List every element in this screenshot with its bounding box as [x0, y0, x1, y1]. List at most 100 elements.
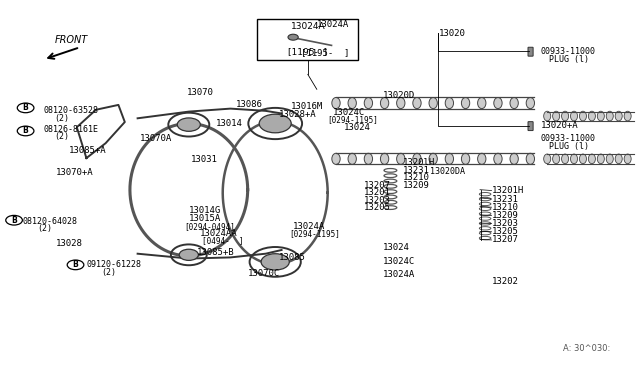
Text: (2): (2) — [101, 268, 116, 277]
Text: 13085+B: 13085+B — [197, 248, 235, 257]
Text: 13020DA: 13020DA — [430, 167, 465, 176]
Ellipse shape — [561, 111, 568, 121]
Ellipse shape — [597, 154, 604, 164]
Text: 13015A: 13015A — [189, 214, 221, 223]
Ellipse shape — [413, 153, 421, 164]
Text: 13024: 13024 — [344, 123, 371, 132]
Text: PLUG (l): PLUG (l) — [549, 142, 589, 151]
Ellipse shape — [588, 111, 595, 121]
Ellipse shape — [413, 97, 421, 109]
Text: 13024AA: 13024AA — [200, 229, 237, 238]
Text: B: B — [12, 216, 17, 225]
Circle shape — [259, 114, 291, 133]
Ellipse shape — [579, 154, 586, 164]
Text: [0294-1195]: [0294-1195] — [289, 229, 340, 238]
Ellipse shape — [461, 153, 470, 164]
Ellipse shape — [579, 111, 586, 121]
Ellipse shape — [544, 154, 550, 164]
Text: 13024C: 13024C — [333, 108, 365, 117]
Text: (2): (2) — [54, 114, 69, 123]
Ellipse shape — [588, 154, 595, 164]
Ellipse shape — [570, 111, 577, 121]
Ellipse shape — [544, 111, 550, 121]
Ellipse shape — [477, 97, 486, 109]
Text: 13070A: 13070A — [140, 134, 172, 143]
Text: [0294-1195]: [0294-1195] — [328, 115, 378, 124]
Ellipse shape — [348, 97, 356, 109]
Text: 13205: 13205 — [364, 203, 390, 212]
Text: 13231: 13231 — [492, 195, 518, 203]
Ellipse shape — [570, 154, 577, 164]
Text: 13070+A: 13070+A — [56, 169, 94, 177]
Text: 13020: 13020 — [438, 29, 465, 38]
Circle shape — [179, 249, 198, 260]
Text: 13086: 13086 — [236, 100, 262, 109]
Text: 13210: 13210 — [492, 203, 518, 212]
Ellipse shape — [364, 97, 372, 109]
Ellipse shape — [615, 154, 622, 164]
Text: 13024C: 13024C — [383, 257, 415, 266]
Ellipse shape — [606, 111, 613, 121]
Text: [0494-  ]: [0494- ] — [202, 237, 243, 246]
Text: 13203: 13203 — [492, 219, 518, 228]
Text: 13014: 13014 — [216, 119, 243, 128]
Text: 00933-11000: 00933-11000 — [541, 47, 596, 56]
Text: B: B — [23, 126, 28, 135]
Ellipse shape — [510, 153, 518, 164]
Text: A: 30^030:: A: 30^030: — [563, 344, 611, 353]
Ellipse shape — [364, 153, 372, 164]
Text: 13085: 13085 — [278, 253, 305, 262]
Text: 09120-61228: 09120-61228 — [86, 260, 141, 269]
Text: 13203: 13203 — [364, 196, 390, 205]
Ellipse shape — [615, 111, 622, 121]
Text: 13202: 13202 — [492, 277, 518, 286]
Ellipse shape — [348, 153, 356, 164]
Ellipse shape — [552, 111, 559, 121]
Text: 13209: 13209 — [403, 181, 430, 190]
Circle shape — [261, 254, 289, 270]
Ellipse shape — [606, 154, 613, 164]
Ellipse shape — [429, 97, 437, 109]
Text: 13020+A: 13020+A — [541, 121, 579, 130]
Text: 13024A: 13024A — [291, 22, 325, 31]
Text: 1320lH: 1320lH — [403, 158, 435, 167]
Text: 13028+A: 13028+A — [279, 110, 317, 119]
Text: 13028: 13028 — [56, 239, 83, 248]
Ellipse shape — [597, 111, 604, 121]
Text: [1195-  ]: [1195- ] — [301, 48, 349, 57]
Text: 13020D: 13020D — [383, 92, 415, 100]
Circle shape — [177, 118, 200, 131]
Text: 13016M: 13016M — [291, 102, 323, 111]
Text: 13024A: 13024A — [383, 270, 415, 279]
Ellipse shape — [526, 97, 534, 109]
Text: 08126-8161E: 08126-8161E — [44, 125, 99, 134]
Ellipse shape — [510, 97, 518, 109]
Text: [1195-  ]: [1195- ] — [289, 47, 327, 56]
Text: 00933-11000: 00933-11000 — [541, 134, 596, 143]
Ellipse shape — [561, 154, 568, 164]
Text: 13024A: 13024A — [293, 222, 325, 231]
Text: 13070: 13070 — [187, 88, 214, 97]
Text: 13209: 13209 — [492, 211, 518, 220]
Text: 13085+A: 13085+A — [69, 146, 107, 155]
Text: 13201: 13201 — [364, 188, 390, 197]
Ellipse shape — [526, 153, 534, 164]
Text: 13201H: 13201H — [492, 186, 524, 195]
FancyBboxPatch shape — [528, 47, 533, 56]
Ellipse shape — [380, 97, 388, 109]
Text: 13207: 13207 — [364, 181, 390, 190]
Ellipse shape — [445, 153, 454, 164]
Ellipse shape — [494, 97, 502, 109]
Text: 13024A: 13024A — [317, 20, 349, 29]
Ellipse shape — [552, 154, 559, 164]
Text: 13210: 13210 — [403, 173, 430, 182]
Ellipse shape — [624, 154, 631, 164]
Text: 13231: 13231 — [403, 166, 430, 175]
Ellipse shape — [624, 111, 631, 121]
Ellipse shape — [477, 153, 486, 164]
FancyBboxPatch shape — [528, 122, 533, 131]
Text: [0294-0494]: [0294-0494] — [184, 222, 235, 231]
Ellipse shape — [380, 153, 388, 164]
Text: 13207: 13207 — [492, 235, 518, 244]
Text: FRONT: FRONT — [55, 35, 88, 45]
